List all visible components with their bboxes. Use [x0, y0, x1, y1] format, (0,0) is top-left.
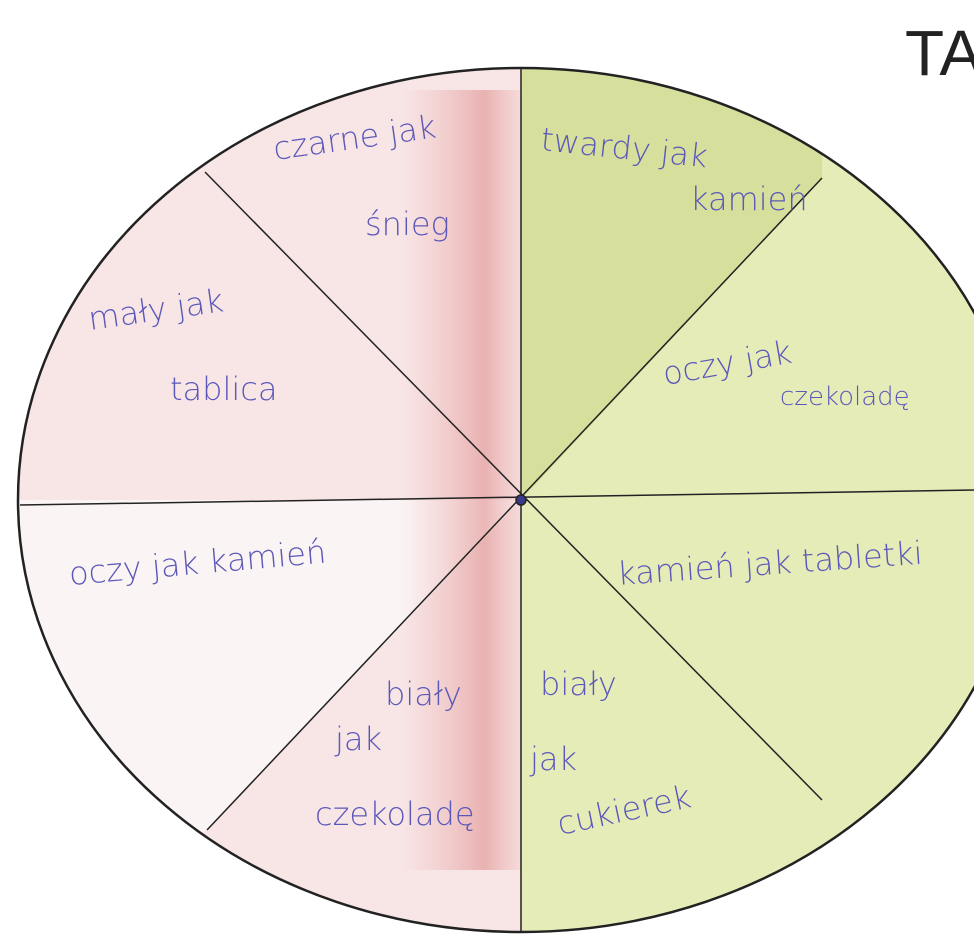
- sector-text: tablica: [170, 370, 277, 408]
- sector-text: jak: [529, 740, 577, 778]
- sector-text: jak: [334, 720, 382, 758]
- sector-text: kamień: [690, 180, 808, 218]
- sector-text: czekoladę: [780, 382, 910, 412]
- title: TA: [905, 17, 974, 89]
- sector-text: śnieg: [365, 205, 450, 243]
- sector-text: biały: [385, 675, 462, 713]
- wheel-lines: [16, 66, 974, 934]
- sector-text: biały: [540, 665, 617, 703]
- sector-text: czekoladę: [315, 795, 475, 833]
